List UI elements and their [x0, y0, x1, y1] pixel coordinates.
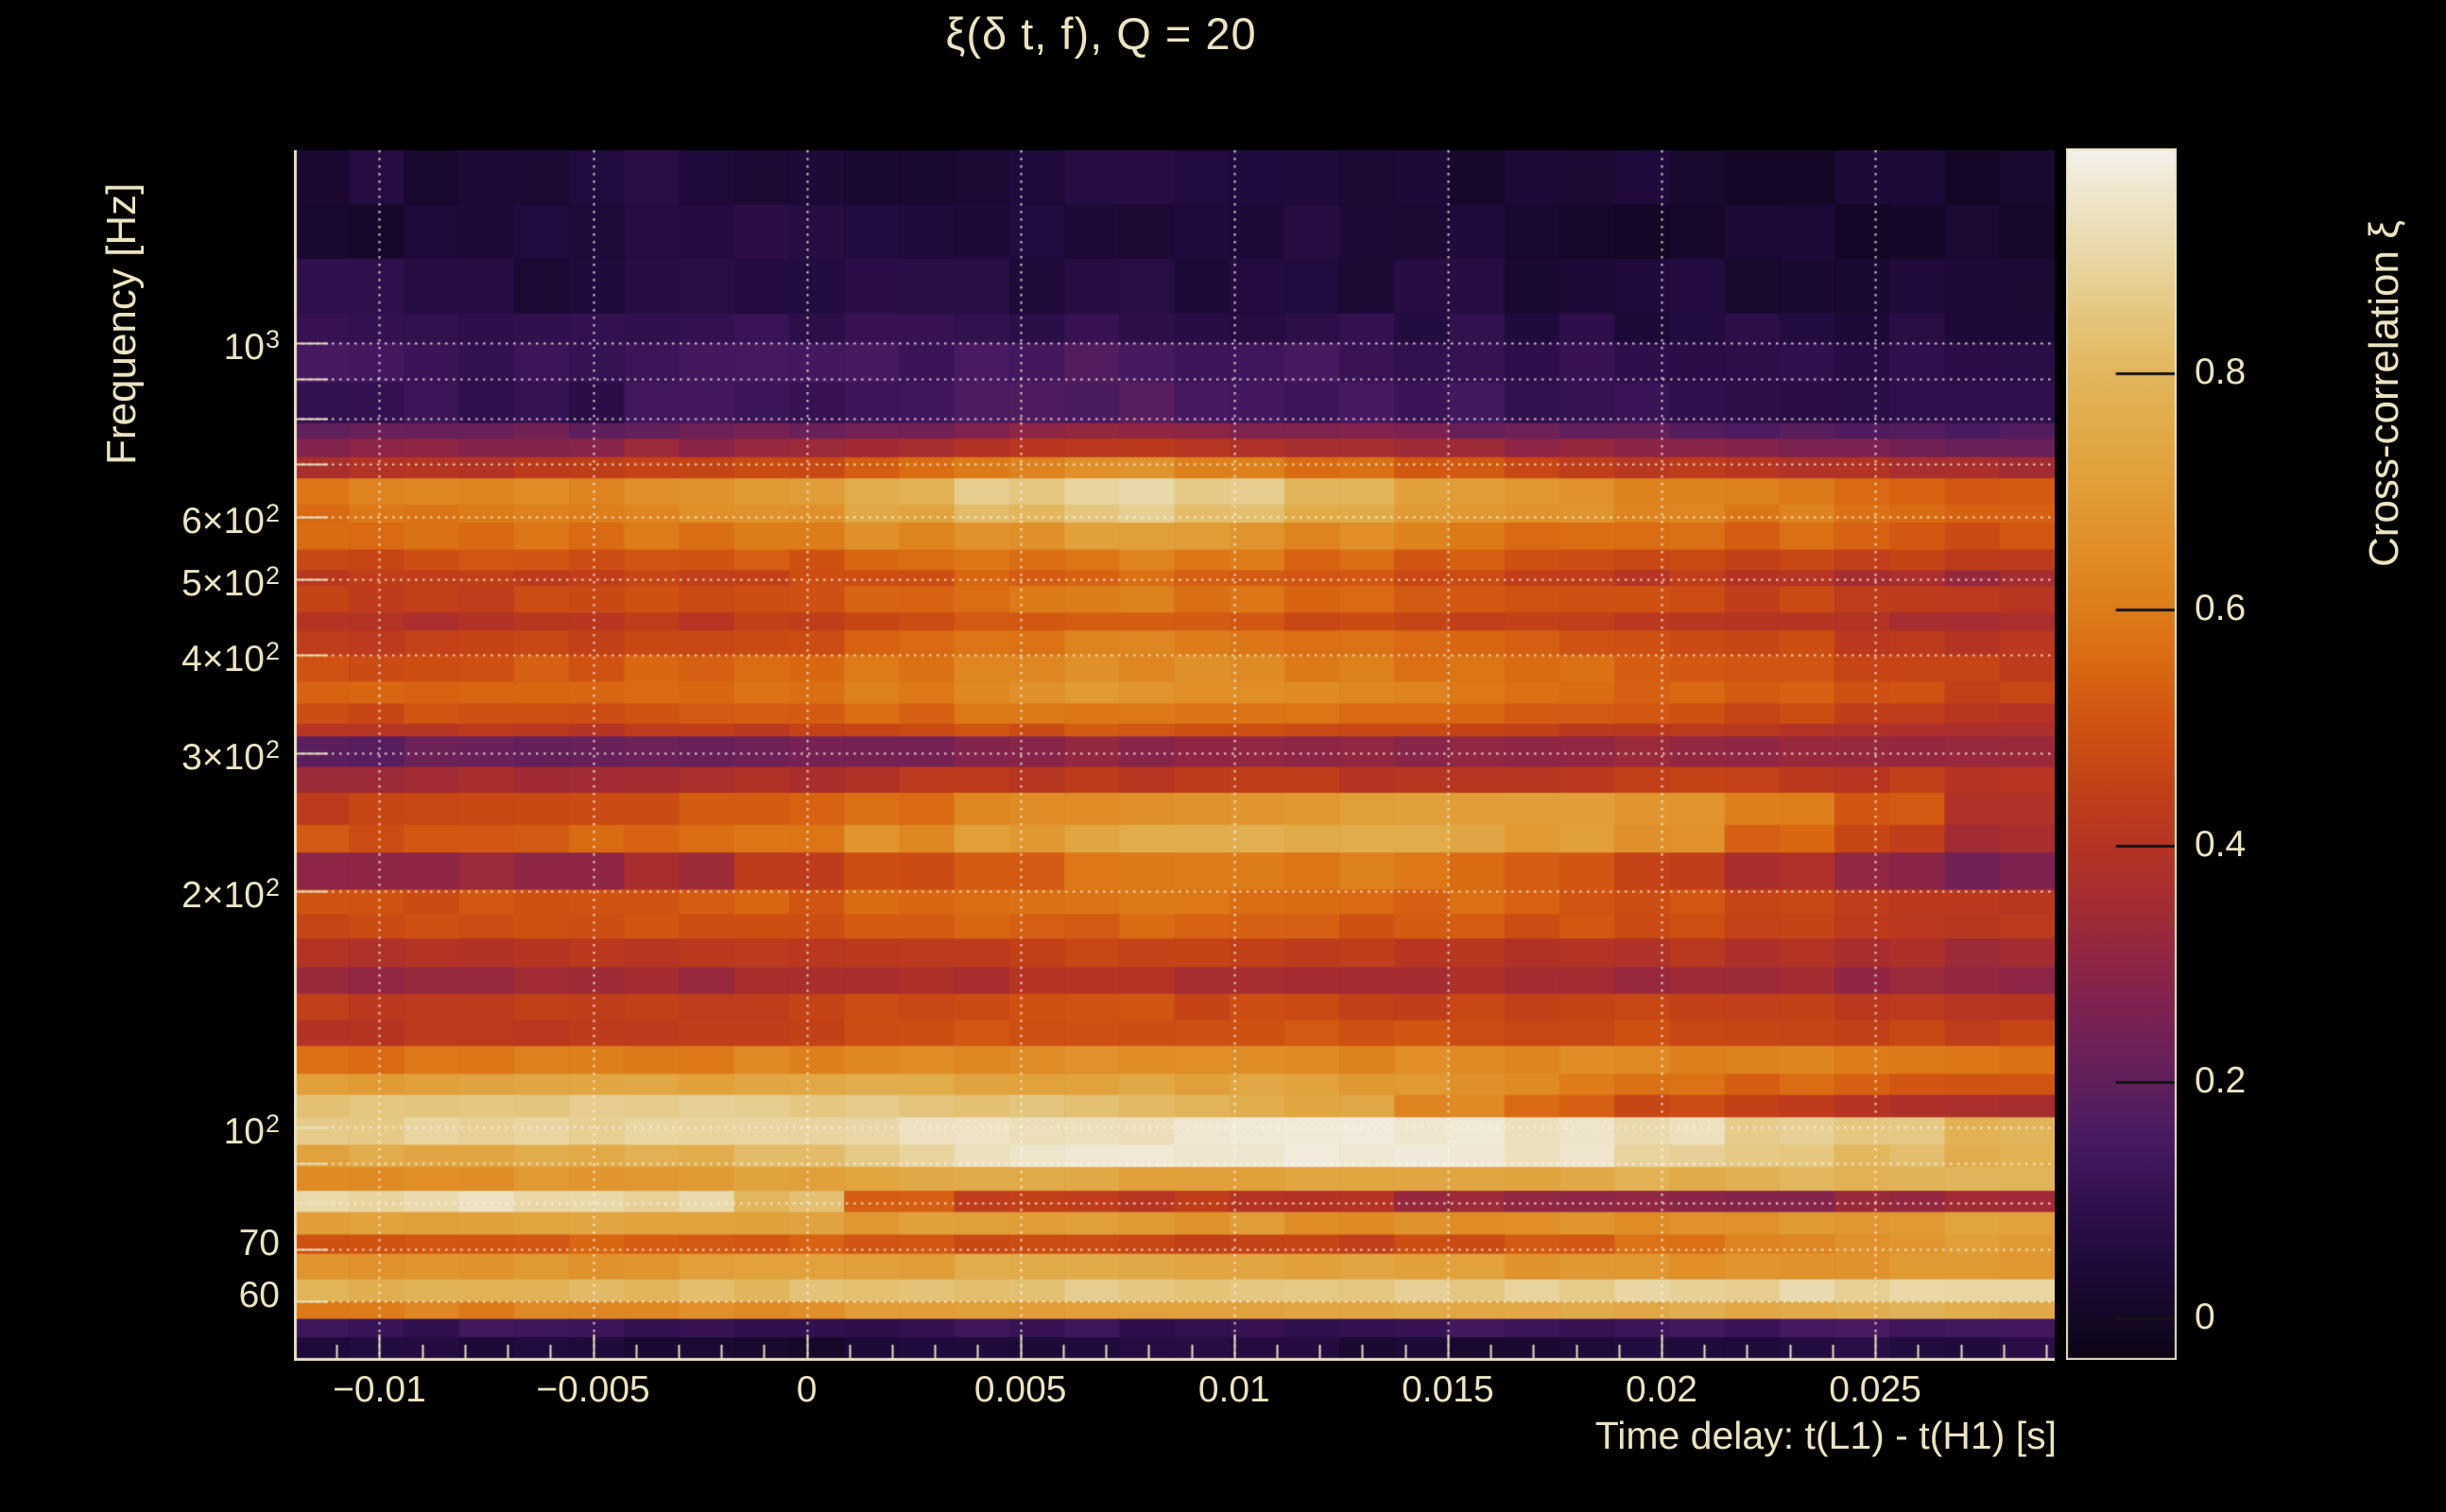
colorbar-tick-label: 0.2 — [2195, 1060, 2247, 1102]
colorbar-canvas — [2066, 148, 2177, 1360]
x-axis-title: Time delay: t(L1) - t(H1) [s] — [1594, 1414, 2057, 1457]
heatmap-canvas — [294, 150, 2055, 1361]
y-tick-label: 102 — [223, 1108, 280, 1152]
y-tick-label: 4×102 — [181, 637, 280, 680]
y-tick-label: 70 — [238, 1222, 280, 1263]
x-tick-label: 0.025 — [1829, 1369, 1921, 1410]
colorbar-tick-label: 0.6 — [2195, 587, 2247, 628]
y-tick-label: 103 — [223, 324, 280, 368]
y-tick-label: 5×102 — [181, 560, 280, 604]
colorbar-title: Cross-correlation ξ — [2361, 220, 2407, 567]
colorbar-tick-label: 0.4 — [2195, 823, 2247, 865]
x-tick-label: −0.01 — [333, 1369, 426, 1410]
y-tick-label: 3×102 — [181, 734, 280, 778]
y-tick-label: 60 — [238, 1275, 280, 1316]
y-tick-label: 2×102 — [181, 873, 280, 917]
colorbar-tick-label: 0 — [2195, 1297, 2215, 1338]
x-tick-label: −0.005 — [536, 1369, 650, 1410]
x-tick-label: 0.015 — [1402, 1369, 1494, 1410]
x-tick-label: 0 — [796, 1369, 818, 1410]
chart-title: ξ(δ t, f), Q = 20 — [945, 9, 1257, 59]
x-tick-label: 0.005 — [973, 1369, 1067, 1410]
y-tick-label: 6×102 — [181, 498, 280, 541]
x-tick-label: 0.02 — [1626, 1369, 1697, 1410]
x-tick-label: 0.01 — [1197, 1369, 1270, 1410]
colorbar-tick-label: 0.8 — [2195, 351, 2247, 392]
